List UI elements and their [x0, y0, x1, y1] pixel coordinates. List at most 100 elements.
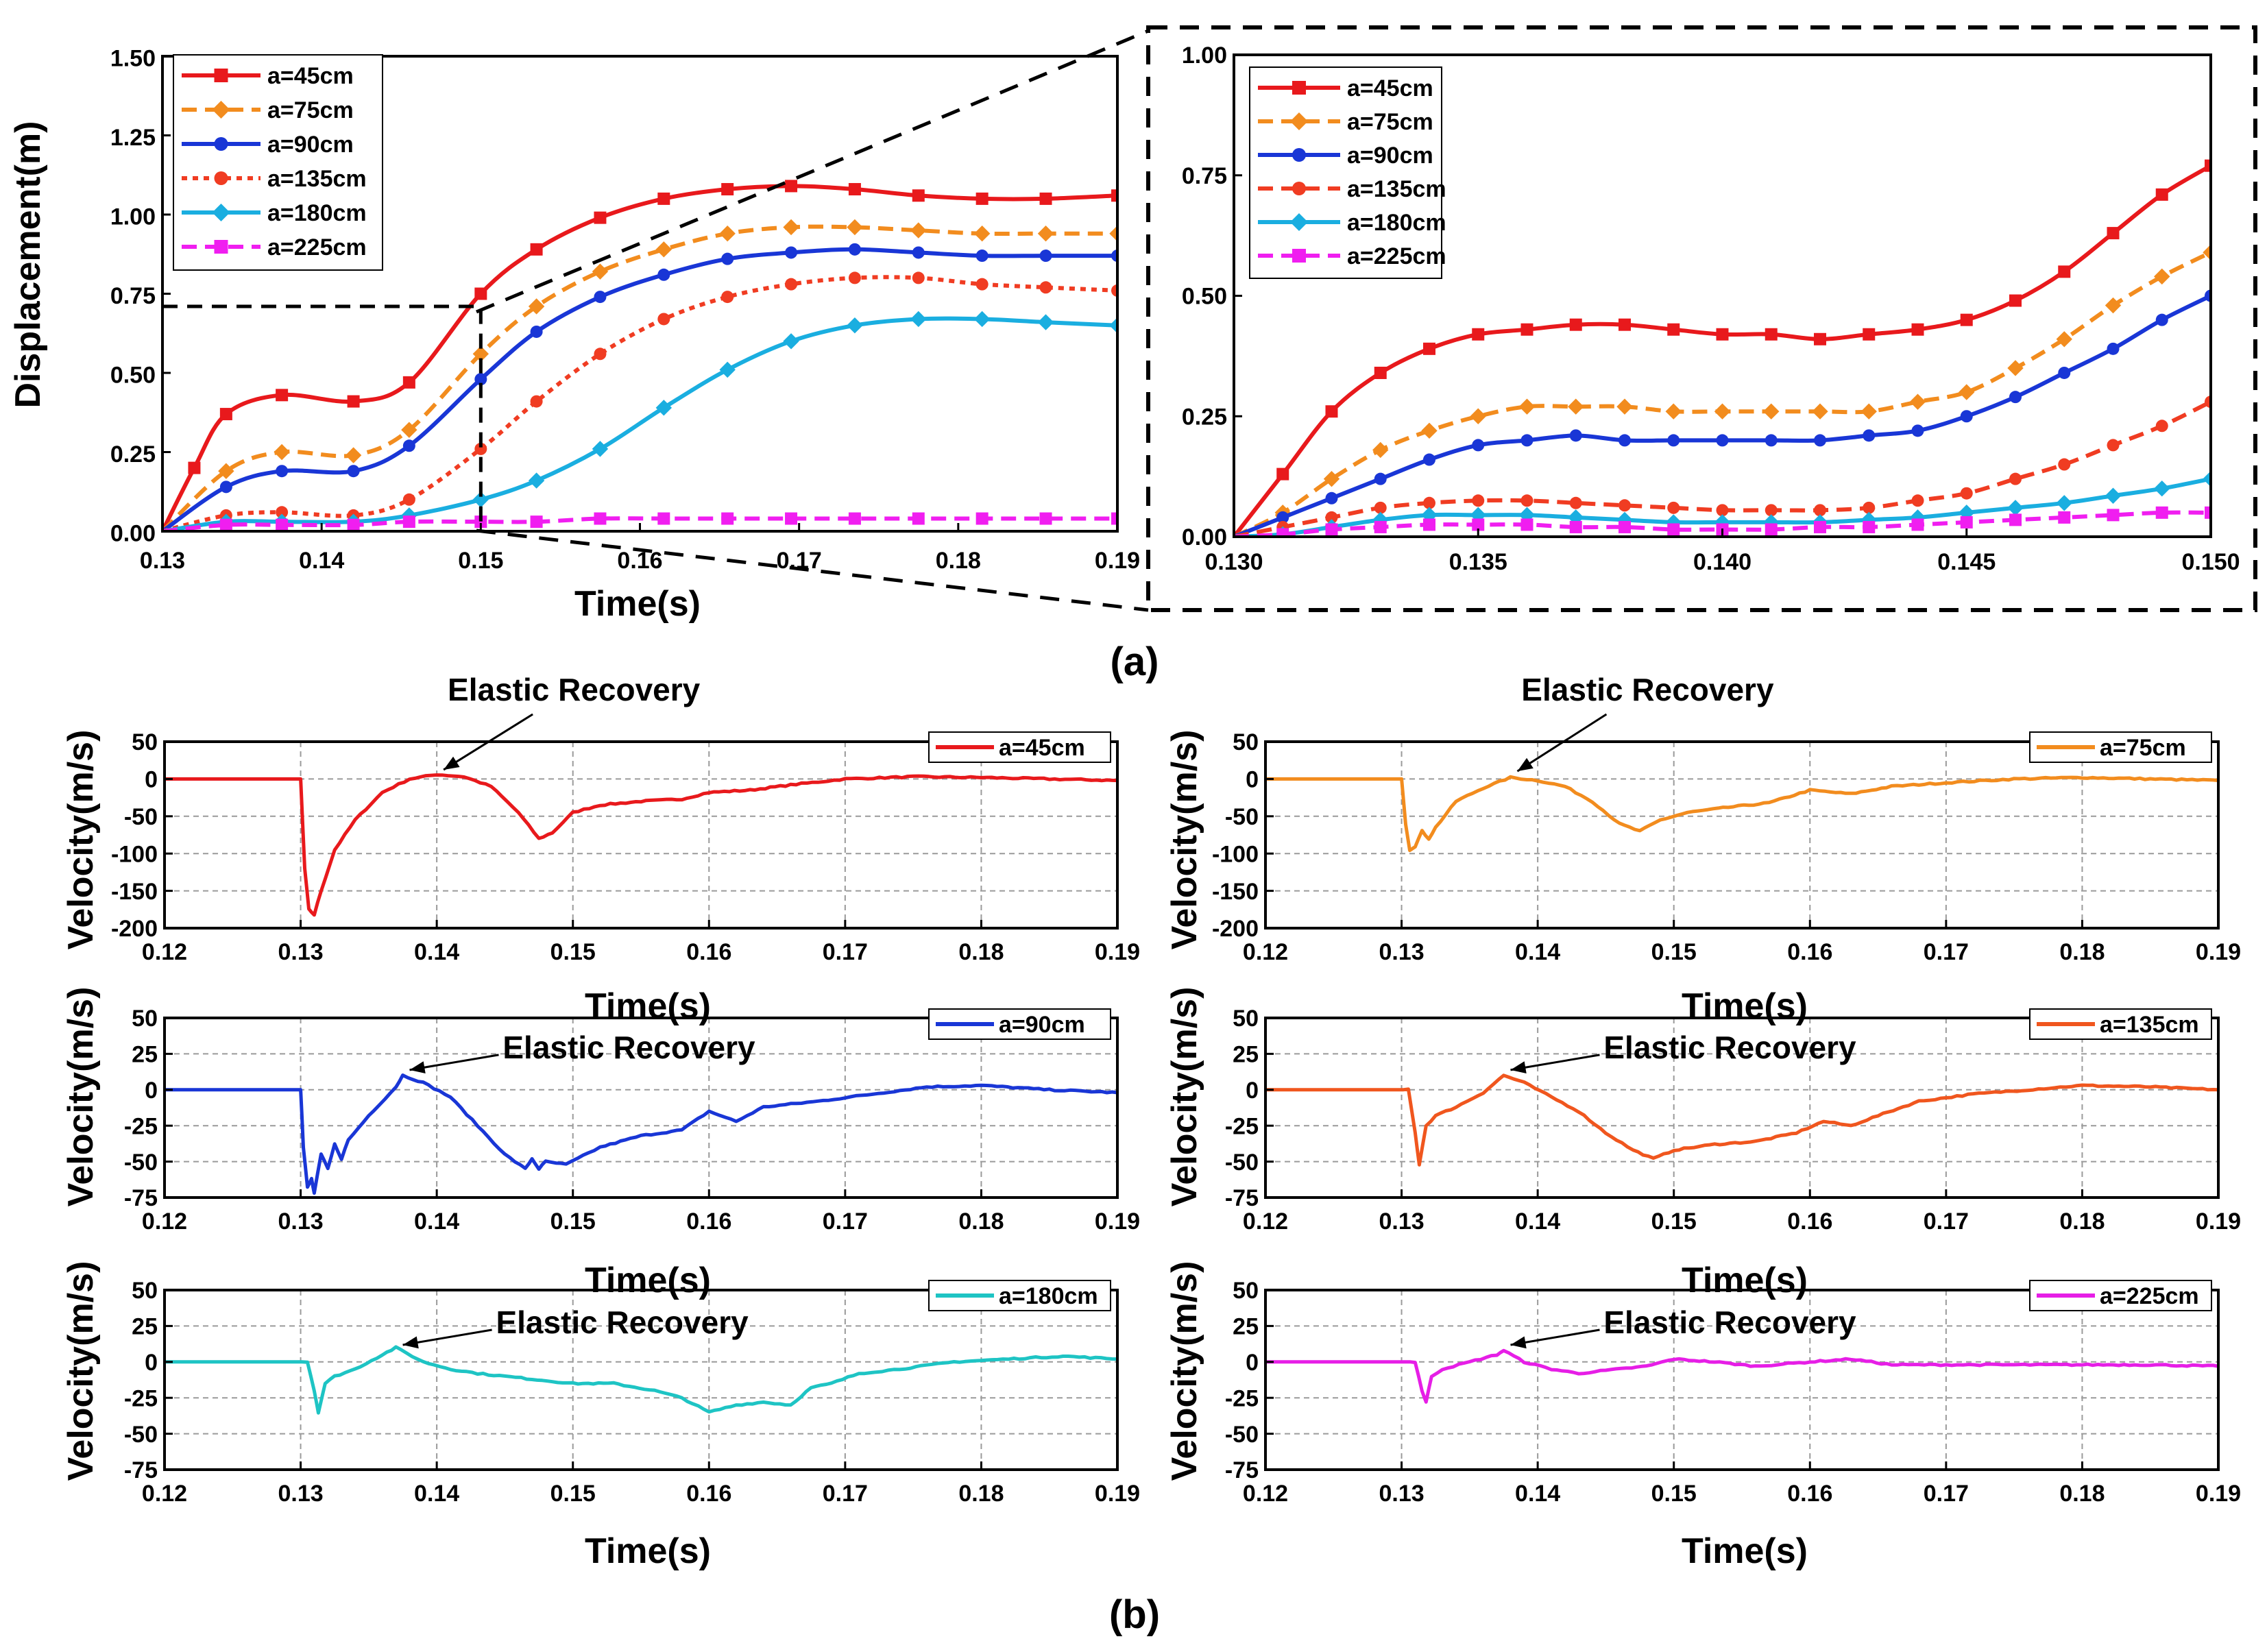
chart-velocity-a45: Velocity(m/s) Time(s) 0.12 0.13 0.14 0.15 0.…: [61, 672, 1140, 1026]
y-tick-label: -25: [1225, 1385, 1259, 1411]
chart-velocity-a45-xlabel: Time(s): [585, 986, 711, 1026]
data-point: [1520, 494, 1533, 507]
x-tick-label: 0.16: [1787, 1208, 1832, 1235]
data-point: [1667, 434, 1680, 447]
data-point: [657, 512, 670, 525]
chart-velocity-a135-xlabel: Time(s): [1682, 1261, 1808, 1300]
legend: a=75cm: [2029, 731, 2212, 763]
y-tick-label: -200: [1212, 916, 1259, 942]
x-tick-label: 0.13: [1379, 939, 1424, 965]
data-point: [402, 439, 415, 452]
data-point: [2105, 487, 2122, 504]
data-point: [2105, 297, 2122, 314]
chart-displacement-main: Displacement(m) Time(s) 0.13 0.14 0.15 0.16…: [8, 45, 1140, 624]
data-point: [975, 278, 989, 291]
data-point: [1619, 499, 1631, 512]
y-tick-label: 50: [132, 1278, 158, 1304]
data-point: [276, 389, 289, 402]
chart-velocity-a225-xlabel: Time(s): [1682, 1531, 1808, 1571]
data-point: [2155, 313, 2168, 326]
data-point: [219, 408, 232, 421]
legend-frame: [1249, 66, 1442, 279]
zoom-region-box: [162, 304, 483, 531]
data-point: [721, 183, 734, 196]
data-point: [1520, 434, 1533, 447]
x-tick-label: 0.12: [1243, 1481, 1288, 1507]
x-tick-label: 0.145: [1937, 549, 1996, 575]
data-point: [1472, 494, 1485, 507]
y-tick-label: -25: [1225, 1113, 1259, 1139]
data-point: [1374, 520, 1387, 533]
y-tick-label: -50: [1225, 1150, 1259, 1176]
data-point: [1568, 509, 1584, 526]
data-point: [912, 189, 925, 202]
legend-marker: [1292, 148, 1306, 162]
data-point: [1472, 518, 1485, 531]
data-point: [1665, 403, 1682, 420]
legend: a=180cm: [928, 1280, 1111, 1311]
data-point: [219, 481, 232, 494]
plot-area: [1234, 159, 2211, 537]
annotation-label: Elastic Recovery: [502, 1030, 755, 1065]
legend-label: a=180cm: [1347, 210, 1446, 236]
data-point: [1421, 422, 1438, 439]
legend-label: a=75cm: [267, 97, 354, 123]
data-point: [530, 515, 543, 529]
x-tick-label: 0.16: [1787, 1481, 1832, 1507]
data-point: [848, 243, 861, 256]
data-point: [1276, 467, 1289, 481]
y-tick-label: -75: [1225, 1457, 1259, 1483]
y-tick-label: 50: [1233, 1278, 1259, 1304]
zoom-line-top: [476, 29, 1149, 314]
data-point: [2155, 420, 2168, 433]
data-point: [1518, 398, 1536, 415]
y-tick-label: -50: [124, 1422, 158, 1448]
data-point: [1423, 496, 1435, 509]
annotation-elastic-recovery: Elastic Recovery: [409, 1030, 755, 1074]
y-tick-label: -100: [111, 841, 158, 867]
y-tick-label: 1.00: [1182, 42, 1227, 69]
data-point: [594, 211, 607, 224]
chart-velocity-a180-ylabel: Velocity(m/s): [61, 1261, 101, 1481]
y-tick-label: -50: [124, 804, 158, 830]
y-tick-label: -150: [111, 879, 158, 905]
series-line-a45cm: [162, 184, 1117, 531]
panel-label-b: (b): [1109, 1592, 1160, 1637]
y-tick-label: 50: [132, 1006, 158, 1032]
annotation-arrowhead: [444, 756, 460, 770]
annotation-arrowhead: [1517, 757, 1533, 772]
chart-velocity-a90-xlabel: Time(s): [585, 1261, 711, 1300]
legend-label: a=75cm: [2100, 735, 2186, 761]
data-point: [1472, 439, 1485, 452]
x-tick-label: 0.16: [617, 548, 662, 574]
data-point: [2107, 342, 2120, 355]
data-point: [347, 395, 360, 408]
y-tick-label: 0: [145, 767, 158, 793]
data-point: [1619, 434, 1631, 447]
data-point: [721, 512, 734, 525]
annotation-arrow-line: [1516, 713, 1608, 773]
data-point: [2009, 513, 2022, 526]
series-line-a135cm: [162, 275, 1117, 531]
data-point: [2009, 472, 2022, 485]
data-point: [1616, 398, 1633, 415]
data-point: [1325, 523, 1338, 536]
legend-label: a=225cm: [2100, 1283, 2199, 1309]
legend: a=225cm: [2029, 1280, 2212, 1311]
data-point: [1325, 491, 1338, 505]
data-point: [1863, 328, 1876, 341]
annotation-label: Elastic Recovery: [448, 672, 701, 707]
data-point: [1911, 424, 1924, 437]
x-tick-label: 0.14: [1515, 1208, 1560, 1235]
data-point: [474, 442, 487, 455]
data-point: [847, 219, 863, 236]
data-point: [2058, 458, 2071, 471]
x-tick-label: 0.14: [414, 1481, 459, 1507]
x-tick-label: 0.17: [1924, 939, 1969, 965]
legend-marker: [1290, 112, 1308, 130]
data-point: [402, 515, 415, 529]
data-point: [276, 465, 289, 478]
y-tick-label: 50: [132, 729, 158, 755]
x-tick-label: 0.14: [414, 939, 459, 965]
chart-velocity-a45-ylabel: Velocity(m/s): [61, 730, 101, 950]
